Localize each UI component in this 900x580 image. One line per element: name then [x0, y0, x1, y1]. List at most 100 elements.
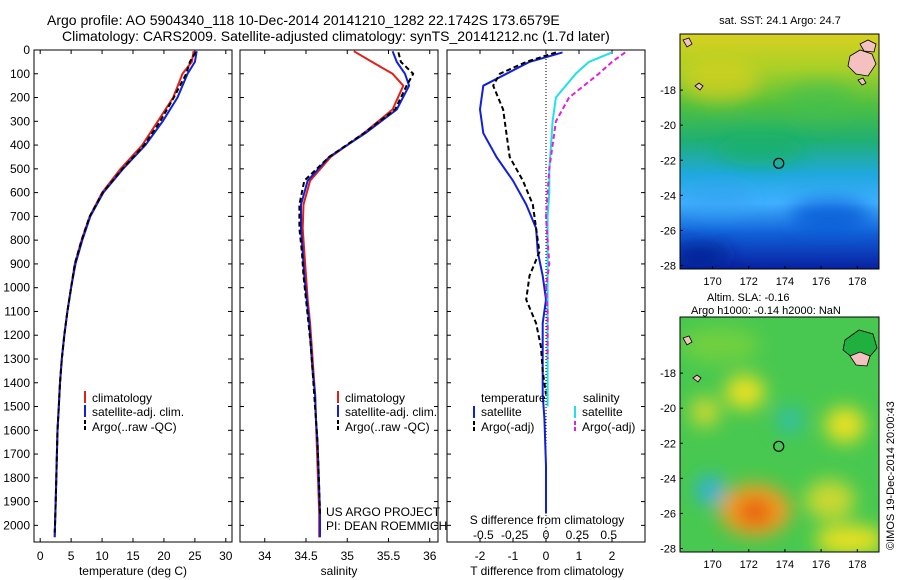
depth-tick-label: 900 — [10, 257, 30, 271]
x-tick-label: 5 — [68, 549, 75, 563]
temperature-legend: climatology satellite-adj. clim. Argo(..… — [84, 391, 184, 434]
salinity-ticks: 34 34.5 35 35.5 36 — [258, 50, 437, 563]
depth-tick-label: 1800 — [3, 471, 30, 485]
lat-tick-label: -20 — [660, 120, 676, 132]
x-tick-label: 2 — [609, 549, 616, 563]
island-icon — [847, 49, 877, 77]
sla-field — [680, 317, 879, 552]
legend-title-temperature: temperature — [481, 391, 546, 405]
lat-tick-label: -18 — [660, 85, 676, 97]
x-tick-label: 34.5 — [294, 549, 318, 563]
credit-line2: PI: DEAN ROEMMICH — [326, 519, 447, 533]
island-icon — [842, 329, 878, 361]
temperature-axes — [33, 49, 233, 543]
island-icon — [682, 335, 693, 346]
sla-map-ticks: 170 172 174 176 178 -18 -20 -22 -24 -26 -28 — [660, 368, 866, 571]
lat-tick-label: -20 — [660, 403, 676, 415]
header-line1: Argo profile: AO 5904340_118 10-Dec-2014… — [47, 12, 560, 28]
lat-tick-label: -22 — [660, 438, 676, 450]
lon-tick-label: 174 — [776, 559, 794, 571]
s-tick-label: 0 — [543, 528, 550, 542]
x-tick-label: 0 — [543, 549, 550, 563]
series-line-argo-raw-qc — [298, 52, 415, 514]
salinity-panel: 34 34.5 35 35.5 36 climatology satellite-adj… — [239, 49, 447, 578]
depth-tick-label: 2000 — [3, 518, 30, 532]
depth-tick-label: 1100 — [4, 304, 30, 318]
sst-map-ticks: 170 172 174 176 178 -18 -20 -22 -24 -26 -28 — [660, 85, 866, 288]
depth-tick-label: 1300 — [3, 352, 30, 366]
depth-tick-label: 800 — [10, 233, 30, 247]
lon-tick-label: 176 — [812, 276, 830, 288]
depth-tick-label: 200 — [10, 91, 30, 105]
lon-tick-label: 170 — [703, 559, 721, 571]
sla-map-subtitle: Argo h1000: -0.14 h2000: NaN — [691, 305, 841, 317]
legend-satellite: satellite-adj. clim. — [345, 405, 437, 419]
s-tick-label: -0.25 — [501, 528, 529, 542]
depth-tick-label: 300 — [10, 114, 30, 128]
lat-tick-label: -26 — [660, 225, 676, 237]
legend-s-argo: Argo(-adj) — [582, 420, 635, 434]
legend-t-argo: Argo(-adj) — [481, 420, 534, 434]
depth-tick-label: 100 — [10, 67, 30, 81]
x-tick-label: 25 — [188, 549, 202, 563]
x-tick-label: 20 — [157, 549, 171, 563]
legend-climatology: climatology — [92, 391, 152, 405]
salinity-depth-ticks — [240, 49, 438, 526]
series-line-temperature-satellite — [479, 51, 563, 514]
depth-tick-label: 500 — [10, 162, 30, 176]
salinity-legend: climatology satellite-adj. clim. Argo(..… — [337, 391, 437, 434]
lat-tick-label: -24 — [660, 473, 676, 485]
depth-tick-label: 1900 — [3, 495, 30, 509]
depth-tick-label: 1400 — [3, 376, 30, 390]
x-tick-label: 30 — [219, 549, 233, 563]
island-icon — [692, 374, 702, 383]
series-line-salinity-satellite — [546, 51, 613, 407]
x-tick-label: -2 — [475, 549, 486, 563]
sst-map-frame — [679, 33, 880, 270]
legend-argo: Argo(..raw -QC) — [92, 420, 177, 434]
difference-lines — [479, 51, 626, 514]
salinity-axes — [239, 49, 439, 543]
island-icon — [857, 77, 867, 86]
depth-tick-label: 1500 — [3, 400, 30, 414]
depth-tick-label: 1600 — [3, 423, 30, 437]
sst-map: sat. SST: 24.1 Argo: 24.7 170 172 174 176 17… — [660, 15, 880, 288]
island-icon — [849, 351, 871, 367]
difference-panel: -2 -1 0 1 2 -0.5 -0.25 0 0.25 0.5 temperature sa… — [446, 49, 646, 578]
series-line-salinity-argo-adj — [545, 51, 626, 359]
legend-argo: Argo(..raw -QC) — [345, 420, 430, 434]
temperature-panel: 0100200300400500600700800900100011001200… — [3, 43, 233, 578]
lat-tick-label: -22 — [660, 155, 676, 167]
salinity-lines — [298, 50, 415, 538]
depth-tick-label: 1700 — [3, 447, 30, 461]
lat-tick-label: -28 — [660, 543, 676, 555]
difference-legend: temperature satellite Argo(-adj) salinit… — [473, 391, 635, 434]
x-tick-label: 15 — [126, 549, 140, 563]
depth-tick-label: 400 — [10, 138, 30, 152]
salinity-xlabel: salinity — [321, 564, 358, 578]
s-tick-label: -0.5 — [473, 528, 494, 542]
depth-ticks: 0 100 200 300 400 500 600 700 800 900 1000 1100 1200… — [3, 43, 232, 532]
sst-map-title: sat. SST: 24.1 Argo: 24.7 — [719, 15, 841, 27]
island-icon — [682, 37, 693, 48]
x-tick-label: 1 — [576, 549, 583, 563]
lon-tick-label: 176 — [812, 559, 830, 571]
t-difference-label: T difference from climatology — [470, 564, 624, 578]
sst-field — [680, 34, 879, 269]
s-tick-label: 0.5 — [600, 528, 617, 542]
temperature-xlabel: temperature (deg C) — [79, 564, 187, 578]
lat-tick-label: -18 — [660, 368, 676, 380]
lon-tick-label: 178 — [848, 559, 866, 571]
depth-tick-label: 700 — [10, 209, 30, 223]
lon-tick-label: 172 — [740, 276, 758, 288]
legend-s-satellite: satellite — [582, 405, 623, 419]
series-line-satellite-adj-clim — [300, 50, 411, 538]
lat-tick-label: -24 — [660, 190, 676, 202]
argo-location-marker — [773, 157, 785, 169]
depth-tick-label: 1000 — [3, 281, 30, 295]
imos-credit: ©IMOS 19-Dec-2014 20:00:43 — [885, 401, 897, 550]
credit-line1: US ARGO PROJECT — [326, 505, 441, 519]
sla-map-frame — [679, 316, 880, 553]
argo-location-marker — [773, 440, 785, 452]
x-tick-label: 10 — [95, 549, 109, 563]
